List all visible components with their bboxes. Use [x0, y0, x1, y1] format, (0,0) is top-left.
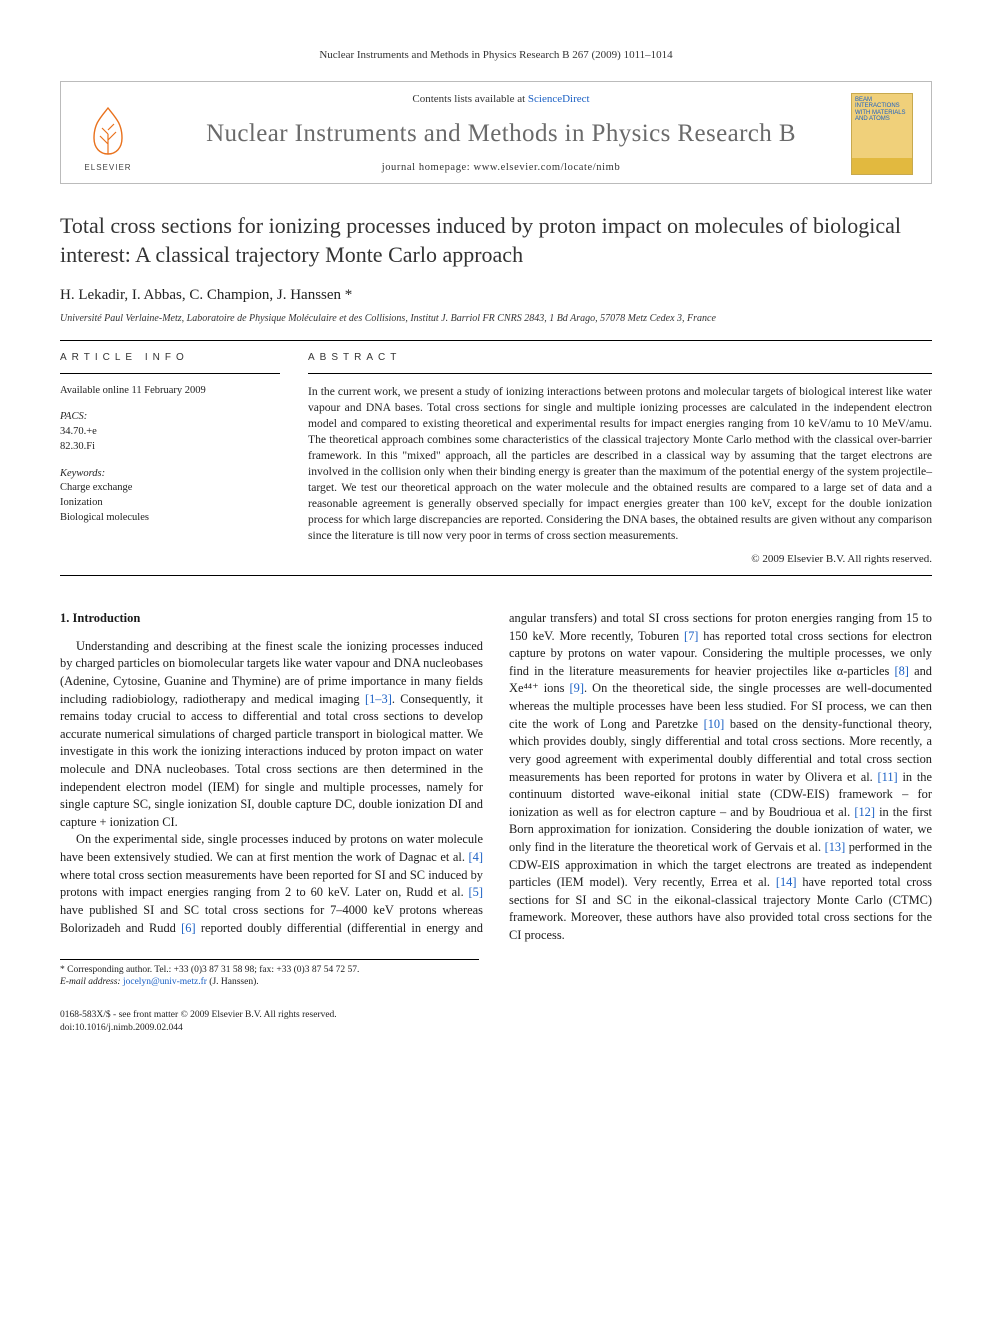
abstract-column: ABSTRACT In the current work, we present… — [308, 351, 932, 567]
pacs-label: PACS: — [60, 410, 280, 425]
citation-link[interactable]: [12] — [854, 805, 875, 819]
journal-title: Nuclear Instruments and Methods in Physi… — [165, 116, 837, 151]
article-title: Total cross sections for ionizing proces… — [60, 212, 932, 268]
article-info-column: ARTICLE INFO Available online 11 Februar… — [60, 351, 280, 567]
rule-top — [60, 340, 932, 341]
journal-cover-thumb: BEAM INTERACTIONS WITH MATERIALS AND ATO… — [851, 93, 913, 175]
affiliation: Université Paul Verlaine-Metz, Laboratoi… — [60, 312, 932, 326]
footnote-email-line: E-mail address: jocelyn@univ-metz.fr (J.… — [60, 976, 479, 989]
cover-text: BEAM INTERACTIONS WITH MATERIALS AND ATO… — [855, 97, 906, 122]
article-history: Available online 11 February 2009 — [60, 384, 280, 399]
doi-line: doi:10.1016/j.nimb.2009.02.044 — [60, 1022, 932, 1035]
email-suffix: (J. Hanssen). — [207, 977, 259, 987]
sciencedirect-link[interactable]: ScienceDirect — [528, 93, 590, 105]
meta-abstract-row: ARTICLE INFO Available online 11 Februar… — [60, 351, 932, 567]
body-columns: 1. Introduction Understanding and descri… — [60, 610, 932, 945]
rule-abs — [308, 373, 932, 374]
citation-link[interactable]: [13] — [825, 840, 846, 854]
citation-link[interactable]: [5] — [469, 885, 483, 899]
text-run: have published SI and SC total cross sec… — [60, 903, 343, 917]
page-footer: 0168-583X/$ - see front matter © 2009 El… — [60, 1009, 932, 1035]
masthead-center: Contents lists available at ScienceDirec… — [165, 92, 837, 175]
citation-link[interactable]: [10] — [704, 717, 725, 731]
running-head: Nuclear Instruments and Methods in Physi… — [60, 48, 932, 63]
cover-bar — [852, 158, 912, 174]
citation-link[interactable]: [8] — [894, 664, 908, 678]
keyword: Biological molecules — [60, 511, 280, 526]
page: Nuclear Instruments and Methods in Physi… — [0, 0, 992, 1075]
citation-link[interactable]: [9] — [570, 681, 584, 695]
email-link[interactable]: jocelyn@univ-metz.fr — [123, 977, 207, 987]
rule-bottom — [60, 575, 932, 576]
homepage-url[interactable]: www.elsevier.com/locate/nimb — [474, 162, 621, 173]
keywords-label: Keywords: — [60, 467, 280, 482]
keywords-block: Keywords: Charge exchange Ionization Bio… — [60, 467, 280, 526]
publisher-name: ELSEVIER — [84, 162, 131, 173]
front-matter-line: 0168-583X/$ - see front matter © 2009 El… — [60, 1009, 932, 1022]
section-heading: 1. Introduction — [60, 610, 483, 628]
rule-info — [60, 373, 280, 374]
article-info-heading: ARTICLE INFO — [60, 351, 280, 365]
keyword: Ionization — [60, 496, 280, 511]
homepage-line: journal homepage: www.elsevier.com/locat… — [165, 161, 837, 176]
abstract-copyright: © 2009 Elsevier B.V. All rights reserved… — [308, 552, 932, 567]
citation-link[interactable]: [11] — [878, 770, 898, 784]
contents-prefix: Contents lists available at — [412, 93, 527, 105]
email-label: E-mail address: — [60, 977, 123, 987]
citation-link[interactable]: [4] — [469, 850, 483, 864]
text-run: . Consequently, it remains today crucial… — [60, 692, 483, 829]
tree-icon — [80, 104, 136, 160]
citation-link[interactable]: [14] — [776, 875, 797, 889]
elsevier-logo: ELSEVIER — [73, 95, 143, 173]
citation-link[interactable]: [7] — [684, 629, 698, 643]
corresponding-author-footnote: * Corresponding author. Tel.: +33 (0)3 8… — [60, 959, 479, 990]
masthead: ELSEVIER Contents lists available at Sci… — [60, 81, 932, 184]
pacs-code: 82.30.Fi — [60, 440, 280, 455]
keyword: Charge exchange — [60, 481, 280, 496]
citation-link[interactable]: [1–3] — [365, 692, 392, 706]
author-list: H. Lekadir, I. Abbas, C. Champion, J. Ha… — [60, 285, 932, 306]
contents-line: Contents lists available at ScienceDirec… — [165, 92, 837, 107]
pacs-block: PACS: 34.70.+e 82.30.Fi — [60, 410, 280, 454]
footnote-line: * Corresponding author. Tel.: +33 (0)3 8… — [60, 964, 479, 977]
body-paragraph: Understanding and describing at the fine… — [60, 638, 483, 832]
citation-link[interactable]: [6] — [181, 921, 195, 935]
abstract-heading: ABSTRACT — [308, 351, 932, 365]
homepage-prefix: journal homepage: — [382, 162, 474, 173]
pacs-code: 34.70.+e — [60, 425, 280, 440]
text-run: where total cross section measurements h… — [60, 868, 483, 900]
abstract-text: In the current work, we present a study … — [308, 384, 932, 544]
text-run: On the experimental side, single process… — [60, 832, 483, 864]
